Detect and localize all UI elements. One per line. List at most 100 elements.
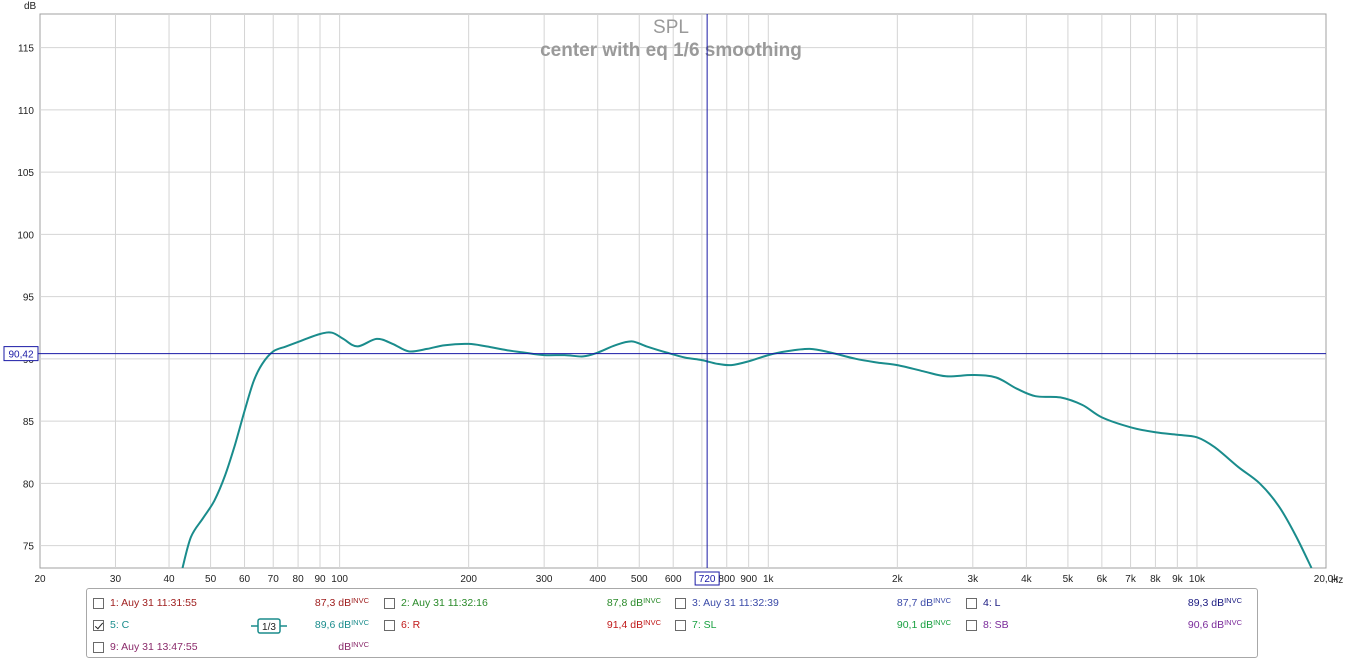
y-axis: 7580859095100105110115	[17, 44, 34, 553]
x-tick-label: 3k	[968, 574, 980, 585]
legend-value: 90,1 dBINVC	[896, 618, 951, 631]
legend-checkbox[interactable]	[675, 598, 686, 609]
legend-label: 1: Auy 31 11:31:55	[110, 597, 197, 609]
legend-value: 87,8 dBINVC	[606, 596, 661, 609]
x-tick-label: 7k	[1125, 574, 1137, 585]
x-tick-label: 80	[293, 574, 305, 585]
cursor-y-readout-box	[3, 346, 39, 362]
legend-value-text: 87,3 dB	[314, 597, 352, 609]
smoothing-indicator[interactable]: 1/3	[251, 618, 287, 634]
legend-value-suffix: INVC	[351, 640, 369, 649]
legend-entry[interactable]: 6: R 91,4 dBINVC	[384, 617, 661, 637]
legend-checkbox[interactable]	[966, 620, 977, 631]
legend-label: 2: Auy 31 11:32:16	[401, 597, 488, 609]
legend-checkbox[interactable]	[93, 620, 104, 631]
x-tick-label: 30	[110, 574, 122, 585]
legend-value-text: 90,1 dB	[896, 619, 934, 631]
legend-value-suffix: INVC	[351, 618, 369, 627]
cursor[interactable]: 90,42 720	[3, 14, 1326, 586]
legend-checkbox[interactable]	[93, 642, 104, 653]
x-axis-unit: Hz	[1331, 575, 1343, 586]
y-tick-label: 100	[17, 230, 34, 241]
legend-value-text: 91,4 dB	[606, 619, 644, 631]
y-tick-label: 110	[18, 106, 34, 117]
legend-entry[interactable]: 2: Auy 31 11:32:16 87,8 dBINVC	[384, 595, 661, 615]
legend-label: 7: SL	[692, 619, 717, 631]
y-tick-label: 95	[23, 293, 35, 304]
x-tick-label: 4k	[1021, 574, 1033, 585]
legend-label: 6: R	[401, 619, 421, 631]
legend-label: 5: C	[110, 619, 130, 631]
series-line-5-c	[181, 331, 1313, 568]
x-tick-label: 900	[740, 574, 757, 585]
y-tick-label: 85	[23, 417, 35, 428]
legend-entry[interactable]: 8: SB 90,6 dBINVC	[966, 617, 1242, 637]
cursor-x-readout-box	[694, 571, 720, 586]
smoothing-box	[257, 618, 281, 634]
x-tick-label: 9k	[1172, 574, 1184, 585]
legend-value-suffix: INVC	[1224, 618, 1242, 627]
chart-title: SPL	[653, 17, 689, 38]
y-tick-label: 75	[23, 542, 35, 553]
legend-label: 4: L	[983, 597, 1001, 609]
legend-value-text: 87,7 dB	[896, 597, 934, 609]
x-tick-label: 70	[268, 574, 280, 585]
legend-value: 89,3 dBINVC	[1187, 596, 1242, 609]
legend-value-suffix: INVC	[933, 618, 951, 627]
legend-entry[interactable]: 5: C 1/3 89,6 dBINVC	[93, 617, 369, 637]
x-tick-label: 400	[589, 574, 606, 585]
legend-value: 91,4 dBINVC	[606, 618, 661, 631]
x-tick-label: 5k	[1063, 574, 1075, 585]
legend-checkbox[interactable]	[384, 598, 395, 609]
y-tick-label: 115	[18, 44, 34, 55]
x-tick-label: 800	[718, 574, 735, 585]
legend-value-suffix: INVC	[933, 596, 951, 605]
cursor-y-readout: 90,42	[8, 350, 33, 361]
legend-label: 3: Auy 31 11:32:39	[692, 597, 779, 609]
x-tick-label: 20	[34, 574, 46, 585]
legend-value-text: 90,6 dB	[1187, 619, 1225, 631]
x-tick-label: 300	[536, 574, 553, 585]
series-layer	[181, 331, 1313, 568]
legend-label: 9: Auy 31 13:47:55	[110, 641, 198, 653]
legend-entry[interactable]: 1: Auy 31 11:31:55 87,3 dBINVC	[93, 595, 369, 615]
y-tick-label: 80	[23, 479, 35, 490]
x-tick-label: 600	[665, 574, 682, 585]
legend-value: 89,6 dBINVC	[314, 618, 369, 631]
legend-value-text: 89,3 dB	[1187, 597, 1225, 609]
legend-value-suffix: INVC	[1224, 596, 1242, 605]
legend-value-text: 87,8 dB	[606, 597, 644, 609]
x-tick-label: 500	[631, 574, 648, 585]
legend-entry[interactable]: 9: Auy 31 13:47:55 dBINVC	[93, 639, 369, 659]
legend-value-suffix: INVC	[351, 596, 369, 605]
x-tick-label: 1k	[763, 574, 775, 585]
x-axis: 20 30 40 50 60 70 80 90 100 200 300 400 500 600 800 900…	[34, 574, 1339, 585]
legend-value-suffix: INVC	[643, 596, 661, 605]
cursor-x-readout: 720	[699, 574, 716, 585]
x-tick-label: 40	[163, 574, 175, 585]
legend-checkbox[interactable]	[93, 598, 104, 609]
legend-checkbox[interactable]	[384, 620, 395, 631]
legend-entry[interactable]: 4: L 89,3 dBINVC	[966, 595, 1242, 615]
y-tick-label: 105	[17, 168, 34, 179]
legend-value-suffix: INVC	[643, 618, 661, 627]
legend-value-text: dB	[338, 641, 352, 653]
legend-value: 87,3 dBINVC	[314, 596, 369, 609]
x-tick-label: 8k	[1150, 574, 1162, 585]
legend-value: dBINVC	[338, 640, 369, 653]
legend-value: 90,6 dBINVC	[1187, 618, 1242, 631]
x-tick-label: 2k	[892, 574, 904, 585]
legend-panel: 1: Auy 31 11:31:55 87,3 dBINVC 2: Auy 31 1…	[86, 588, 1258, 658]
legend-checkbox[interactable]	[966, 598, 977, 609]
legend-entry[interactable]: 7: SL 90,1 dBINVC	[675, 617, 951, 637]
legend-entry[interactable]: 3: Auy 31 11:32:39 87,7 dBINVC	[675, 595, 951, 615]
y-axis-label: dB	[24, 1, 37, 12]
x-tick-label: 20,0k	[1314, 574, 1339, 585]
x-tick-label: 50	[205, 574, 217, 585]
legend-value-text: 89,6 dB	[314, 619, 352, 631]
legend-value: 87,7 dBINVC	[896, 596, 951, 609]
spl-chart: 75 80 85 90 95 100 105 110 115 20 30 40 50 60 70 80 90 1…	[3, 1, 1343, 586]
legend-checkbox[interactable]	[675, 620, 686, 631]
plot-area	[39, 13, 1327, 569]
x-tick-label: 10k	[1189, 574, 1206, 585]
